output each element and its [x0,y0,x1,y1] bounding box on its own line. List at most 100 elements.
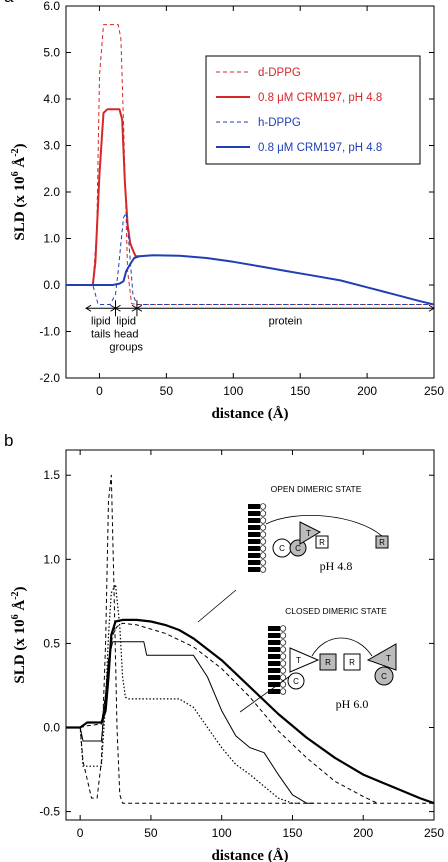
domain-label: C [381,672,387,681]
domain-c-closed [374,666,394,686]
x-tick-label: 200 [353,826,373,840]
domain-label: T [306,529,311,538]
domain-c-closed [287,672,305,690]
y-tick-label: 0.0 [43,721,60,735]
lipid-head [279,625,287,632]
domain-t-closed [289,647,320,673]
y-tick-label: 2.0 [43,185,60,199]
pointer-line [197,589,237,623]
lipid-tail [248,546,260,551]
linker [265,515,383,537]
domain-t-closed [366,643,397,671]
lipid-tail [248,511,260,516]
lipid-head [279,653,287,660]
series-line-4 [66,583,300,804]
lipid-tail [268,647,280,652]
lipid-tail [248,525,260,530]
lipid-tail [268,682,280,687]
y-tick-label: 3.0 [43,139,60,153]
series-line-3 [66,212,434,305]
arrow-head [428,304,435,312]
x-tick-label: 50 [144,826,158,840]
series-line-5 [66,474,434,804]
y-tick-label: 1.0 [43,232,60,246]
y-axis-label: SLD (x 106 Å-2) [10,143,28,240]
x-axis-label: distance (Å) [211,848,288,862]
lipid-head [259,538,267,545]
x-tick-label: 250 [424,384,444,398]
state-label: OPEN DIMERIC STATE [271,484,362,494]
lipid-head [279,688,287,695]
x-tick-label: 0 [77,826,84,840]
y-axis-label: SLD (x 106 Å-2) [10,586,28,683]
legend-label: h-DPPG [258,117,301,129]
lipid-tail [268,654,280,659]
y-tick-label: 0.0 [43,278,60,292]
series-line-3 [66,641,314,804]
region-label: lipid [91,315,111,327]
pointer-line [239,675,291,713]
x-tick-label: 150 [290,384,310,398]
lipid-head [279,646,287,653]
series-group [66,24,434,306]
x-tick-label: 0 [96,384,103,398]
lipid-head [259,545,267,552]
legend-label: 0.8 μM CRM197, pH 4.8 [258,142,382,154]
lipid-head [259,503,267,510]
ph-label: pH 6.0 [336,697,369,711]
lipid-head [259,531,267,538]
lipid-tail [248,518,260,523]
domain-label: R [325,658,331,667]
lipid-tail [248,539,260,544]
y-tick-label: -2.0 [39,371,60,385]
arrow-head [85,304,92,312]
y-tick-label: 1.0 [43,552,60,566]
lipid-tail [268,689,280,694]
x-tick-label: 100 [223,384,243,398]
series-line-4 [66,254,434,306]
arrow-head [135,304,143,312]
arrow-head [114,304,121,312]
lipid-head [259,566,267,573]
lipid-tail [268,675,280,680]
domain-label: C [295,544,301,553]
lipid-tail [248,532,260,537]
x-tick-label: 250 [424,826,444,840]
chart-panel-a: 0 50 100 150 200 250 -2.0 -1.0 0.0 1.0 2.0 3.0 4.0 5.… [4,0,444,422]
plot-frame [65,449,435,821]
ph-label: pH 4.8 [320,559,353,573]
lipid-head [279,681,287,688]
lipid-head [259,552,267,559]
domain-r-closed [343,653,361,671]
region-label: groups [109,341,143,353]
legend-label: d-DPPG [258,67,301,79]
region-label: lipid [116,315,136,327]
state-label: CLOSED DIMERIC STATE [285,606,387,616]
legend-label: 0.8 μM CRM197, pH 4.8 [258,92,382,104]
x-tick-label: 150 [282,826,302,840]
domain-t-open [299,521,322,545]
domain-r-closed [319,653,337,671]
y-tick-label: -1.0 [39,325,60,339]
lipid-tail [268,640,280,645]
lipid-tail [268,661,280,666]
x-tick-label: 100 [212,826,232,840]
region-label: protein [269,315,303,327]
domain-label: T [386,654,391,663]
y-tick-label: 5.0 [43,46,60,60]
lipid-tail [248,504,260,509]
lipid-head [279,667,287,674]
region-label: tails [91,328,111,340]
lipid-tail [248,553,260,558]
series-group [66,474,434,805]
lipid-tail [268,626,280,631]
chart-panel-b: 0 50 100 150 200 250 -0.5 0.0 0.5 1.0 1.5 distance … [4,431,444,862]
lipid-head [279,632,287,639]
lipid-head [259,517,267,524]
y-tick-label: 4.0 [43,92,60,106]
domain-label: R [349,658,355,667]
y-tick-label: 1.5 [43,468,60,482]
